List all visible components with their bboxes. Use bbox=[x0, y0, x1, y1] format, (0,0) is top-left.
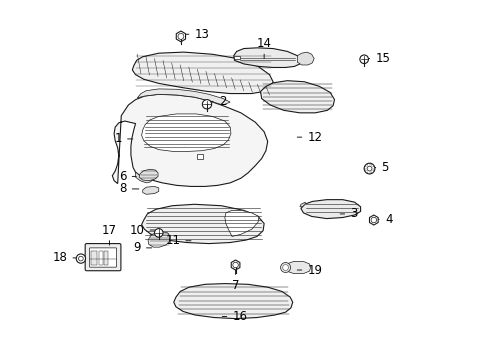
Text: 9: 9 bbox=[133, 241, 141, 255]
Bar bbox=[99, 251, 103, 265]
Circle shape bbox=[364, 163, 374, 174]
Text: 5: 5 bbox=[381, 161, 388, 174]
Polygon shape bbox=[233, 48, 301, 67]
Polygon shape bbox=[142, 114, 230, 152]
Text: 3: 3 bbox=[349, 207, 357, 220]
Circle shape bbox=[280, 262, 290, 273]
Polygon shape bbox=[300, 200, 360, 219]
Circle shape bbox=[359, 55, 367, 64]
Polygon shape bbox=[112, 94, 267, 186]
Polygon shape bbox=[260, 81, 334, 113]
Polygon shape bbox=[173, 284, 292, 319]
Polygon shape bbox=[142, 204, 264, 244]
Text: 19: 19 bbox=[307, 264, 322, 276]
Text: 12: 12 bbox=[307, 131, 322, 144]
Polygon shape bbox=[224, 210, 258, 237]
Text: 8: 8 bbox=[119, 183, 126, 195]
Text: 6: 6 bbox=[119, 170, 126, 183]
Circle shape bbox=[232, 262, 238, 268]
Polygon shape bbox=[231, 260, 240, 270]
Text: 2: 2 bbox=[218, 95, 226, 108]
Text: 18: 18 bbox=[52, 251, 67, 264]
Polygon shape bbox=[137, 89, 230, 105]
Polygon shape bbox=[176, 31, 185, 42]
Text: 1: 1 bbox=[114, 132, 122, 145]
Polygon shape bbox=[132, 52, 272, 94]
FancyBboxPatch shape bbox=[89, 248, 116, 267]
Bar bbox=[104, 251, 108, 265]
Polygon shape bbox=[299, 202, 305, 207]
Bar bbox=[197, 154, 203, 159]
Polygon shape bbox=[142, 186, 159, 194]
Polygon shape bbox=[297, 52, 313, 65]
Polygon shape bbox=[139, 169, 158, 181]
Bar bbox=[234, 56, 240, 59]
Polygon shape bbox=[284, 261, 310, 274]
Text: 14: 14 bbox=[256, 37, 271, 50]
Polygon shape bbox=[148, 232, 170, 247]
Polygon shape bbox=[369, 215, 377, 225]
Circle shape bbox=[76, 254, 85, 263]
Bar bbox=[91, 251, 97, 265]
Circle shape bbox=[282, 265, 288, 270]
Text: 11: 11 bbox=[165, 234, 180, 247]
Circle shape bbox=[154, 229, 163, 237]
Circle shape bbox=[79, 256, 83, 261]
FancyBboxPatch shape bbox=[85, 244, 121, 271]
Text: 16: 16 bbox=[232, 310, 247, 323]
Circle shape bbox=[370, 217, 376, 223]
Text: 4: 4 bbox=[384, 213, 391, 226]
Text: 7: 7 bbox=[231, 279, 239, 292]
Text: 10: 10 bbox=[129, 224, 144, 237]
Text: 15: 15 bbox=[374, 52, 389, 65]
Text: 13: 13 bbox=[194, 28, 209, 41]
Circle shape bbox=[202, 100, 211, 109]
Circle shape bbox=[366, 166, 371, 171]
Polygon shape bbox=[135, 172, 151, 183]
Text: 17: 17 bbox=[102, 224, 117, 237]
Circle shape bbox=[178, 33, 183, 39]
